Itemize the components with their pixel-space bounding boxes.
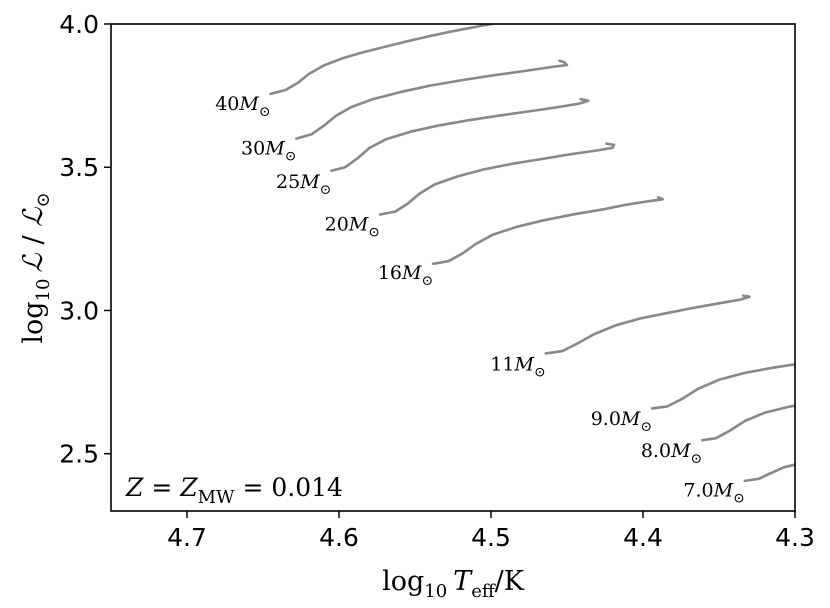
track-line-7-0 — [743, 463, 795, 483]
track-label-40: 40M⊙ — [215, 93, 270, 120]
x-tick-label: 4.5 — [471, 523, 511, 552]
track-line-25 — [330, 97, 590, 172]
track-label-16: 16M⊙ — [378, 262, 433, 289]
track-line-8-0 — [701, 404, 795, 442]
x-axis-ticks: 4.7 4.6 4.5 4.4 4.3 — [167, 511, 815, 552]
x-tick-label: 4.3 — [775, 523, 815, 552]
track-line-11 — [544, 294, 751, 355]
track-label-8-0: 8.0M⊙ — [641, 440, 702, 467]
y-tick-label: 3.0 — [59, 296, 99, 325]
y-tick-label: 3.5 — [59, 153, 99, 182]
x-tick-label: 4.6 — [319, 523, 359, 552]
track-label-30: 30M⊙ — [241, 137, 296, 164]
y-tick-label: 2.5 — [59, 440, 99, 469]
track-label-25: 25M⊙ — [276, 171, 331, 198]
track-line-30 — [295, 59, 569, 140]
track-labels: 40M⊙ 30M⊙ 25M⊙ 20M⊙ 16M⊙ 11M⊙ 9.0M⊙ 8.0M⊙ 7.0M⊙ — [215, 93, 745, 507]
track-label-20: 20M⊙ — [325, 213, 380, 240]
y-axis-title: log10ℒ / ℒ⊙ — [18, 192, 54, 343]
track-label-7-0: 7.0M⊙ — [683, 480, 744, 507]
track-line-9-0 — [650, 363, 795, 410]
x-axis-title: log10 Teff/K — [382, 566, 525, 602]
y-tick-label: 4.0 — [59, 10, 99, 39]
evolutionary-tracks — [269, 24, 795, 483]
track-line-20 — [378, 142, 616, 216]
track-line-40 — [269, 24, 499, 96]
x-tick-label: 4.4 — [623, 523, 663, 552]
plot-frame — [110, 23, 796, 512]
track-label-9-0: 9.0M⊙ — [591, 408, 652, 435]
track-label-11: 11M⊙ — [490, 354, 545, 381]
x-tick-label: 4.7 — [167, 523, 207, 552]
y-axis-ticks: 2.5 3.0 3.5 4.0 — [59, 10, 111, 469]
track-line-16 — [431, 196, 665, 266]
metallicity-annotation: Z = ZMW = 0.014 — [125, 473, 343, 508]
